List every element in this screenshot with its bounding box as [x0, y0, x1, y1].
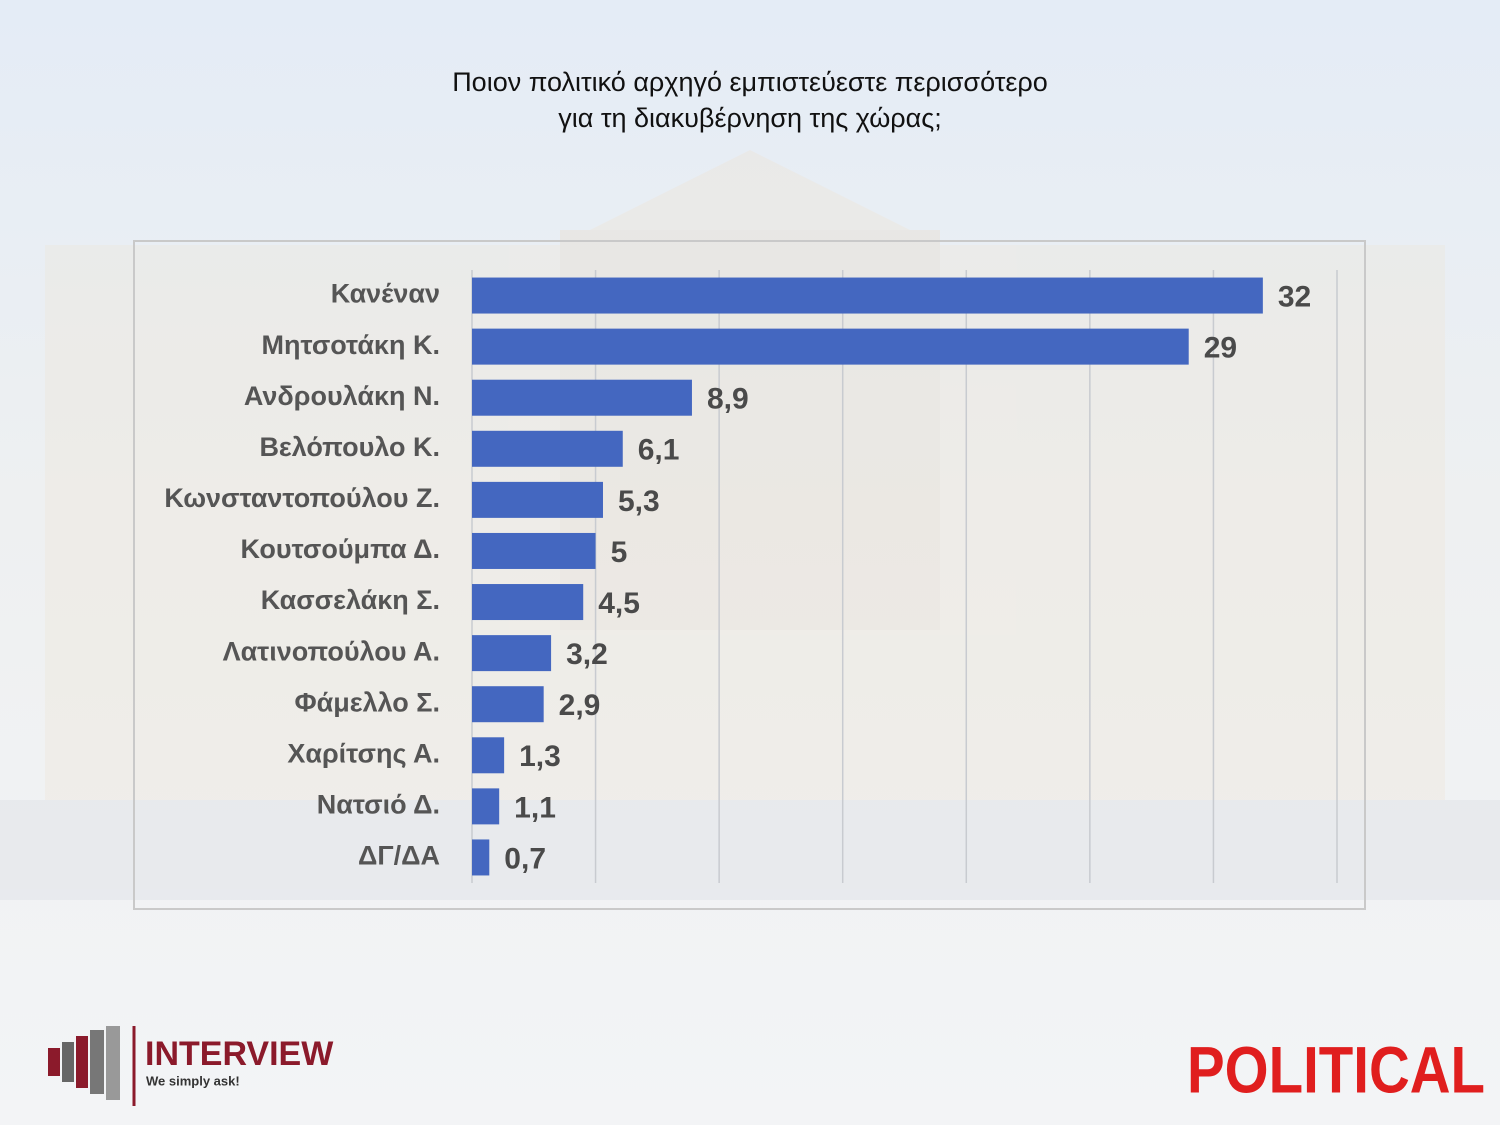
y-tick-label: Κανέναν [331, 279, 440, 309]
bar [472, 737, 505, 774]
y-tick-label: Μητσοτάκη Κ. [262, 330, 440, 360]
bar [472, 686, 544, 723]
y-tick-label: Λατινοπούλου Α. [223, 636, 440, 666]
y-tick-label: Ανδρουλάκη Ν. [244, 381, 440, 411]
y-tick-label: Κασσελάκη Σ. [261, 585, 440, 615]
data-label: 0,7 [504, 842, 546, 875]
data-label: 5,3 [618, 485, 660, 518]
data-label: 32 [1278, 280, 1311, 313]
data-label: 8,9 [707, 383, 749, 416]
bar [472, 379, 692, 416]
data-label: 6,1 [638, 434, 680, 467]
plot-frame [133, 240, 1366, 910]
bar [472, 481, 603, 518]
y-tick-label: Χαρίτσης Α. [287, 738, 440, 768]
data-label: 4,5 [598, 587, 640, 620]
y-tick-label: Κωνσταντοπούλου Ζ. [164, 483, 440, 513]
bar [472, 277, 1263, 314]
bar [472, 788, 500, 825]
data-label: 5 [611, 536, 628, 569]
data-label: 29 [1204, 332, 1237, 365]
partner-logo: POLITICAL [1187, 1032, 1485, 1106]
building-backdrop [0, 150, 1500, 900]
y-tick-label: Νατσιό Δ. [317, 790, 440, 820]
bar [472, 584, 584, 621]
brand-tagline: We simply ask! [146, 1073, 240, 1088]
data-label: 1,1 [514, 791, 556, 824]
y-tick-label: ΔΓ/ΔΑ [358, 841, 440, 871]
y-tick-label: Βελόπουλο Κ. [259, 432, 440, 462]
data-label: 2,9 [559, 689, 601, 722]
bar [472, 430, 623, 467]
y-tick-label: Φάμελλο Σ. [295, 687, 441, 717]
bar [472, 635, 552, 672]
data-label: 1,3 [519, 740, 561, 773]
bar [472, 532, 596, 569]
bar [472, 839, 490, 876]
data-label: 3,2 [566, 638, 608, 671]
chart-title: Ποιον πολιτικό αρχηγό εμπιστεύεστε περισ… [452, 67, 1048, 133]
y-tick-label: Κουτσούμπα Δ. [240, 534, 440, 564]
brand-name: INTERVIEW [145, 1035, 334, 1073]
bar [472, 328, 1189, 365]
interview-logo: INTERVIEW We simply ask! [48, 1026, 334, 1106]
